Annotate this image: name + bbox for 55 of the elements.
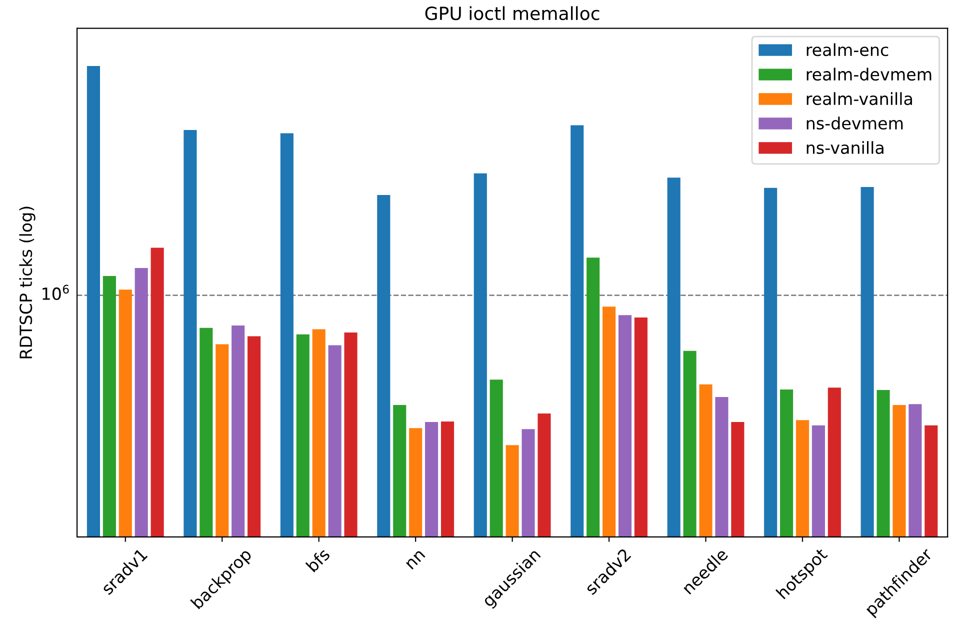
legend-label: realm-devmem [806, 68, 932, 81]
bar [667, 178, 680, 537]
bar [731, 422, 744, 537]
bar [216, 344, 229, 537]
bar [86, 66, 100, 537]
bar [184, 130, 197, 537]
bar [328, 345, 342, 537]
bar [150, 248, 164, 537]
bar [344, 332, 358, 537]
bar [248, 336, 261, 537]
bar [570, 125, 584, 537]
bar [506, 445, 519, 537]
bar [522, 429, 535, 537]
bar [602, 306, 616, 537]
bar [812, 425, 825, 537]
bar [393, 405, 406, 537]
bar [377, 194, 390, 537]
bar [118, 290, 132, 537]
bar [634, 317, 648, 537]
legend-label: ns-devmem [806, 116, 903, 130]
bar [409, 428, 422, 537]
bar [440, 422, 454, 537]
bar [280, 133, 294, 537]
bar [908, 404, 922, 537]
text: 10$^{6}$ [42, 284, 69, 300]
chart-title: GPU ioctl memalloc [425, 6, 600, 20]
bar [828, 388, 841, 537]
bar [490, 380, 503, 537]
bar [683, 350, 696, 537]
legend-label: ns-vanilla [806, 141, 884, 154]
x-tick-label: nn [406, 550, 426, 570]
bar [200, 328, 213, 537]
bar [102, 276, 116, 537]
bar [232, 325, 245, 537]
x-tick-label: bfs [305, 547, 331, 572]
bar [796, 420, 810, 537]
bar [892, 405, 906, 537]
bar [699, 384, 712, 537]
bar [312, 329, 326, 537]
bar [764, 188, 778, 537]
y-axis-title: RDTSCP ticks (log) [19, 206, 36, 358]
bar [860, 186, 874, 537]
bar [586, 258, 600, 537]
bar [425, 422, 438, 537]
legend-label: realm-enc [806, 43, 888, 56]
bar [296, 334, 310, 537]
bar [876, 390, 890, 537]
bar [474, 173, 487, 537]
bar [924, 425, 938, 537]
bar [134, 268, 148, 537]
bar [538, 414, 551, 537]
bar [715, 397, 728, 537]
bar [618, 315, 632, 537]
bar [780, 390, 794, 537]
legend-label: realm-vanilla [806, 92, 912, 106]
